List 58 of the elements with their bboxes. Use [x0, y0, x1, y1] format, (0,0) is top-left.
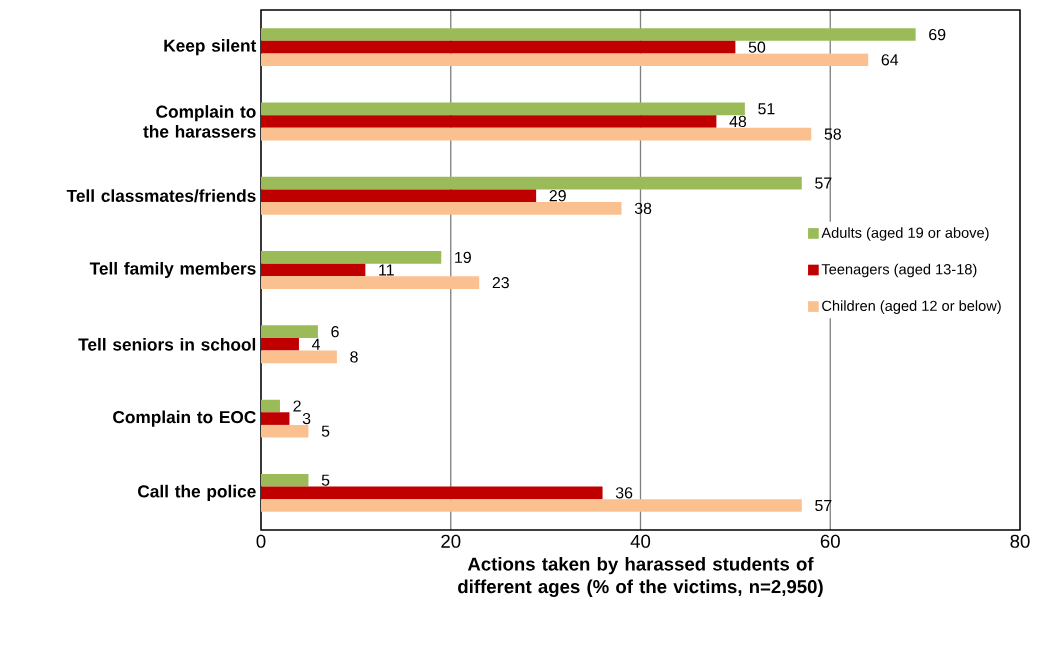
bar: [261, 473, 309, 487]
bar: [261, 412, 290, 425]
data-label: 2: [293, 400, 301, 412]
data-label: 50: [748, 41, 766, 53]
data-label: 5: [321, 474, 330, 486]
data-label: 4: [312, 338, 321, 350]
data-label: 11: [379, 264, 394, 276]
bar: [261, 102, 745, 116]
bar: [261, 202, 622, 215]
data-label: 29: [549, 190, 566, 202]
bar: [261, 350, 337, 364]
y-tick-label: Tell classmates/friends: [66, 189, 256, 203]
data-label: 69: [929, 28, 946, 41]
bar: [261, 40, 736, 54]
bar: [261, 499, 802, 512]
legend-label: Children (aged 12 or below): [822, 300, 1001, 314]
data-label: 51: [758, 103, 775, 115]
x-tick-label: 60: [820, 534, 840, 548]
data-label: 3: [302, 412, 311, 425]
bar: [261, 486, 603, 500]
x-tick-label: 20: [441, 534, 461, 548]
data-label: 38: [634, 202, 652, 214]
y-tick-label: Call the police: [138, 484, 256, 501]
bar: [261, 263, 366, 277]
bar: [261, 251, 442, 264]
data-label: 8: [350, 351, 358, 363]
data-label: 57: [815, 177, 832, 189]
data-label: 19: [455, 251, 471, 264]
y-tick-label: Keep silent: [164, 39, 257, 56]
bar: [261, 127, 812, 141]
legend-label: Adults (aged 19 or above): [821, 227, 989, 241]
bar: [261, 189, 537, 203]
x-tick-label: 80: [1010, 534, 1030, 548]
data-label: 57: [815, 499, 832, 512]
x-tick-label: 40: [630, 534, 651, 548]
bar: [261, 337, 299, 351]
x-tick-label: 0: [256, 534, 266, 548]
bar: [261, 28, 916, 41]
y-tick-label: Complain to EOC: [113, 410, 256, 427]
bar: [261, 53, 869, 67]
bar: [261, 399, 280, 413]
bar: [261, 424, 309, 438]
data-label: 5: [321, 425, 330, 437]
x-axis-title: Actions taken by harassed students of different ages (% of the victims, n=2,950): [458, 556, 823, 597]
data-label: 6: [331, 326, 339, 338]
bar: [261, 115, 717, 128]
legend-label: Teenagers (aged 13-18): [821, 263, 977, 278]
bar: [261, 276, 480, 289]
bar: [261, 176, 802, 190]
data-label: 48: [729, 115, 747, 128]
y-tick-label: Complain to the harassers: [143, 105, 256, 138]
data-label: 36: [615, 487, 633, 499]
y-tick-label: Tell family members: [89, 261, 256, 279]
bar: [261, 325, 318, 338]
data-label: 58: [824, 128, 841, 140]
y-tick-label: Tell seniors in school: [78, 337, 256, 351]
data-label: 23: [492, 277, 509, 289]
data-label: 64: [881, 54, 899, 66]
